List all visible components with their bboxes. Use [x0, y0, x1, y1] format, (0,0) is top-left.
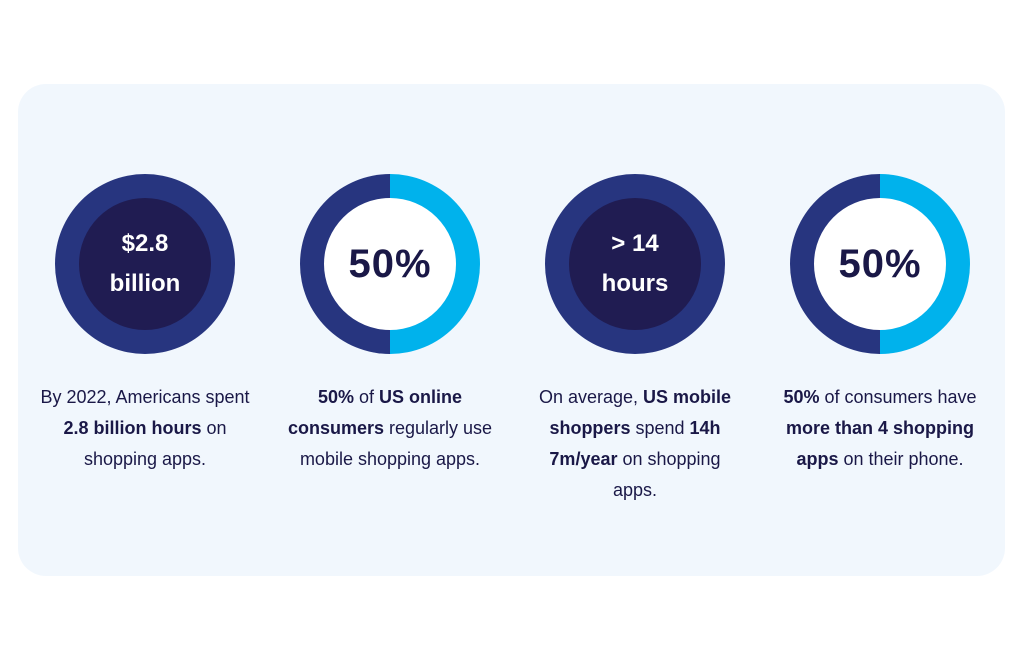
- stat-3-caption-part: spend: [630, 418, 690, 438]
- stat-3-ring-center: > 14 hours: [569, 198, 701, 330]
- stat-1-caption: By 2022, Americans spent 2.8 billion hou…: [35, 382, 255, 475]
- stat-4-caption: 50% of consumers have more than 4 shoppi…: [770, 382, 990, 475]
- stat-1-ring-line-2: billion: [109, 270, 181, 297]
- stat-2-caption: 50% of US online consumers regularly use…: [280, 382, 500, 475]
- stat-3-ring: > 14 hours: [545, 174, 725, 354]
- stat-3-caption-part: on shopping apps.: [612, 449, 721, 500]
- stat-1-ring: $2.8 billion: [55, 174, 235, 354]
- stat-1-ring-line-1: $2.8: [121, 230, 169, 257]
- stat-2-caption-part: of: [354, 387, 380, 407]
- stat-4-caption-bold: 50%: [783, 387, 820, 407]
- stat-4-ring-value: 50%: [838, 241, 922, 286]
- stat-2-ring-value: 50%: [348, 241, 432, 286]
- stat-2-ring: 50%: [300, 174, 480, 354]
- stat-4-caption-part: on their phone.: [838, 449, 964, 469]
- stat-3-ring-line-2: hours: [601, 270, 669, 297]
- stat-1-caption-bold: 2.8 billion hours: [63, 418, 202, 438]
- stat-3-ring-line-1: > 14: [611, 230, 659, 257]
- stat-1-caption-part: By 2022, Americans spent: [40, 387, 250, 407]
- stat-3-caption-bold: US mobile shoppers: [549, 387, 732, 438]
- stat-1-ring-center: $2.8 billion: [79, 198, 211, 330]
- stat-4-caption-part: of consumers have: [819, 387, 977, 407]
- stat-3-caption-bold: 14h 7m/year: [549, 418, 721, 469]
- stat-4-ring-center: 50%: [814, 198, 946, 330]
- stat-2-caption-bold: US online consumers: [287, 387, 463, 438]
- stat-1-caption-part: on shopping apps.: [83, 418, 227, 469]
- stat-2-ring-center: 50%: [324, 198, 456, 330]
- stat-2-caption-bold: 50%: [317, 387, 354, 407]
- stat-2-caption-part: regularly use mobile shopping apps.: [299, 418, 493, 469]
- stat-4-caption-bold: more than 4 shopping apps: [785, 418, 974, 469]
- stat-4-ring: 50%: [790, 174, 970, 354]
- stat-3-caption: On average, US mobile shoppers spend 14h…: [525, 382, 745, 506]
- stat-3-caption-part: On average,: [538, 387, 644, 407]
